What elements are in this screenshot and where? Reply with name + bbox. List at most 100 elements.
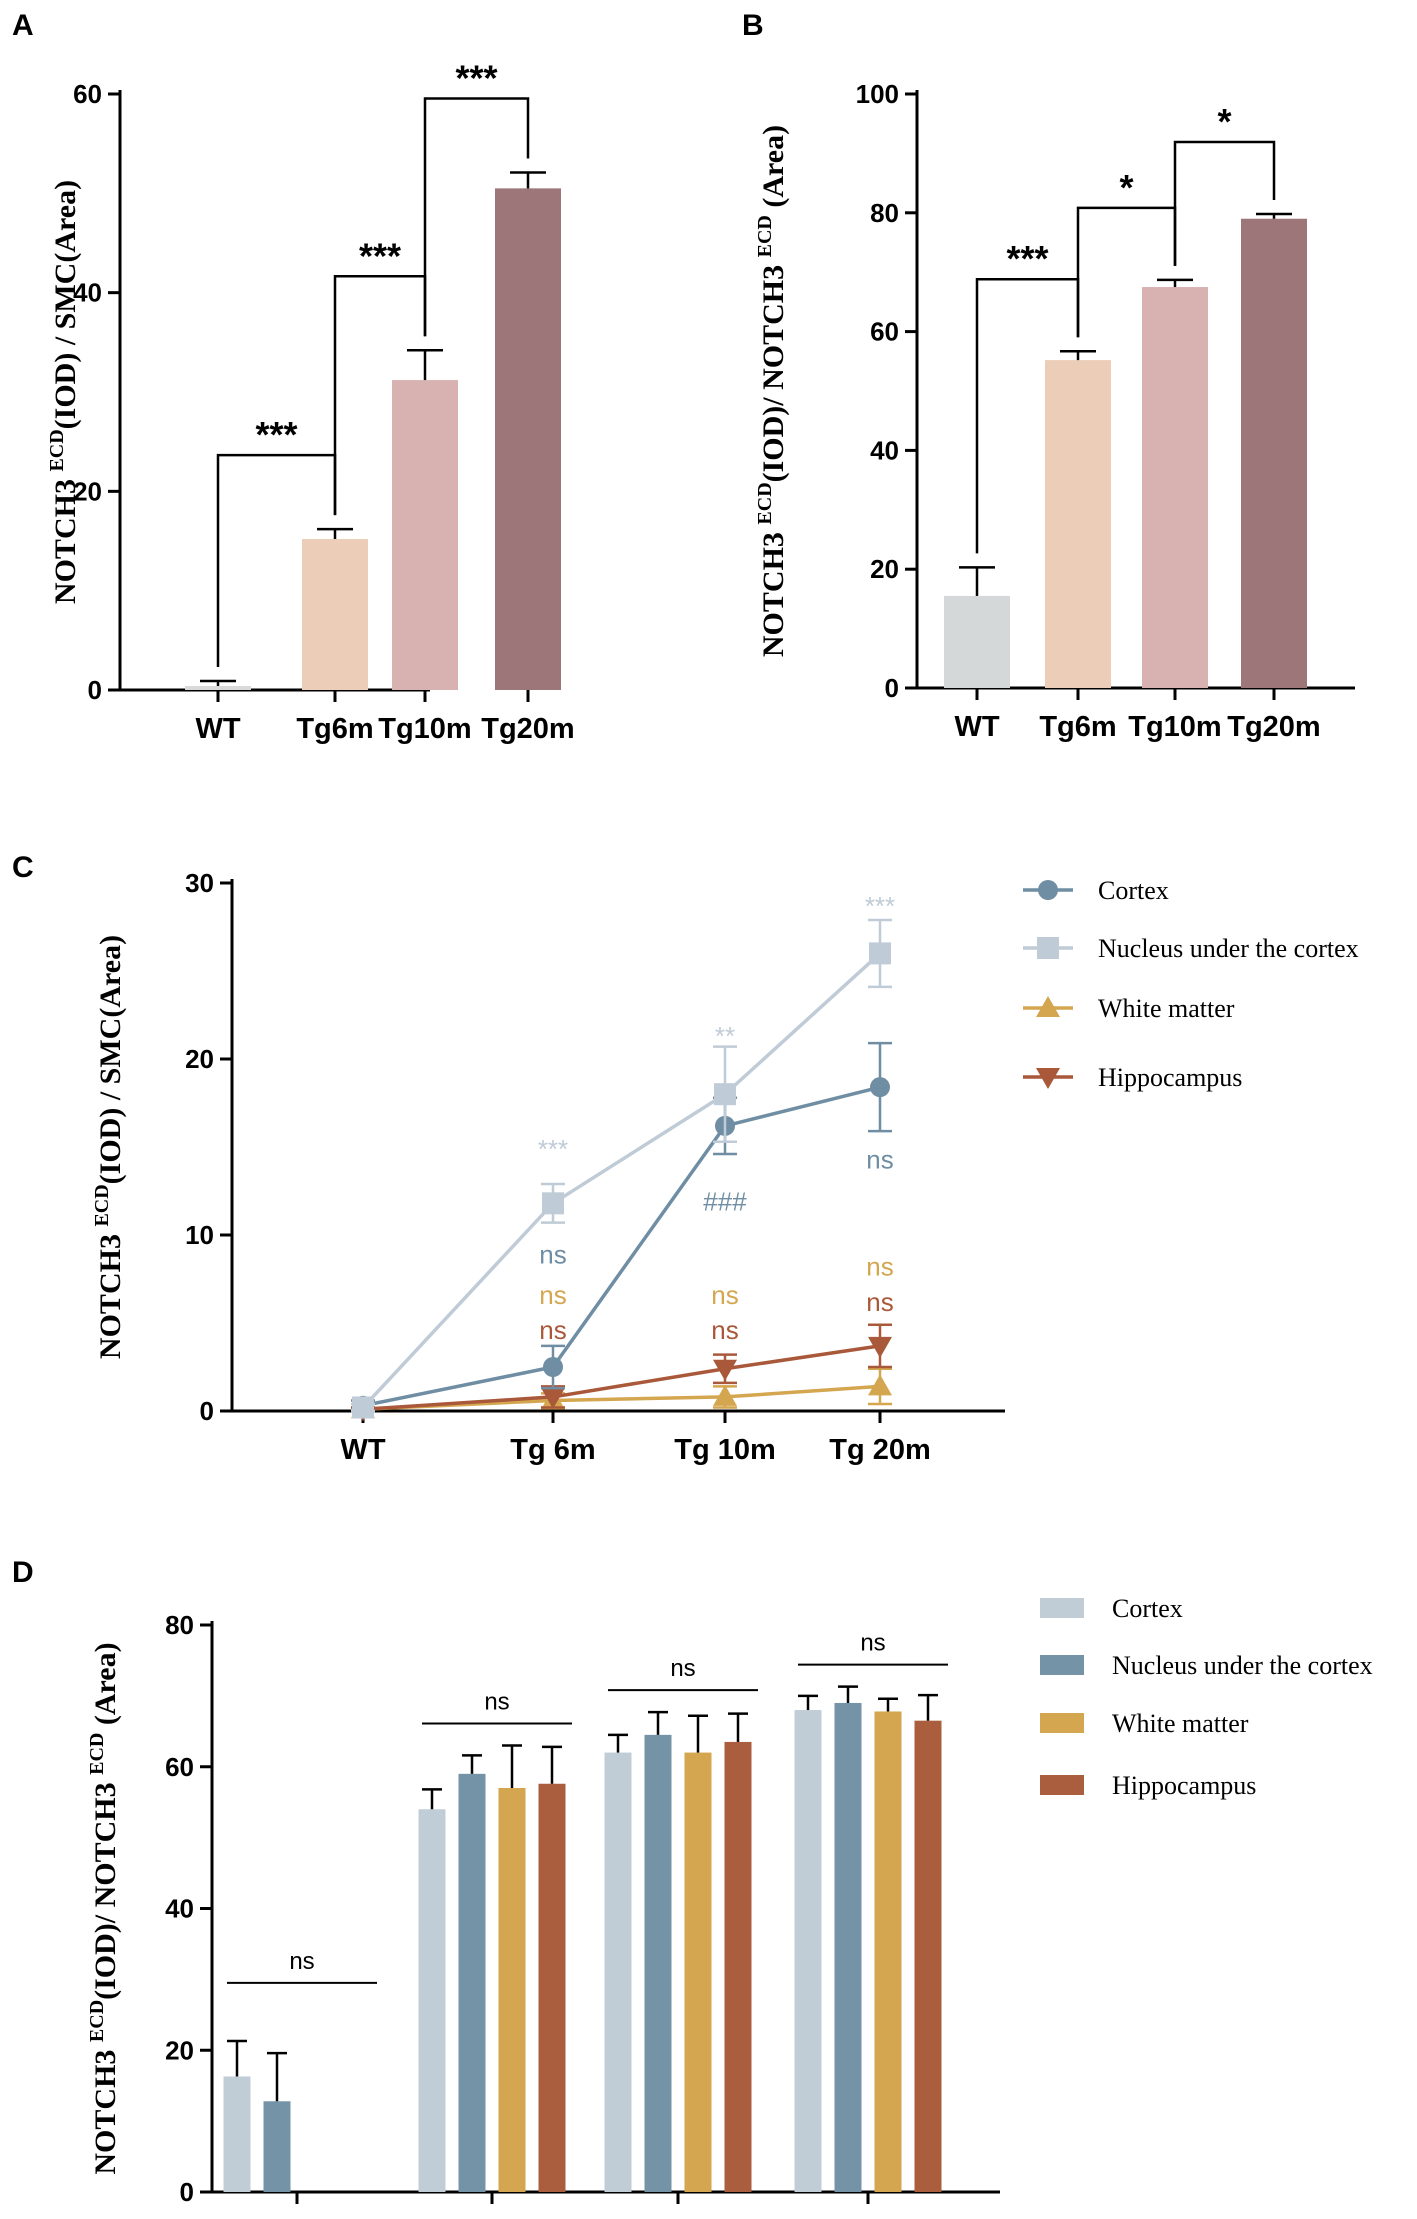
- x-tick-label: Tg10m: [378, 713, 471, 745]
- bar-hippocampus: [914, 1720, 942, 2192]
- group-comparison-label: ns: [670, 1655, 695, 1682]
- panel-label: C: [12, 851, 34, 884]
- panel-label: A: [12, 9, 34, 42]
- series-line: [362, 1344, 881, 1411]
- bar-white-matter: [684, 1752, 712, 2192]
- legend-label: White matter: [1112, 1709, 1249, 1738]
- significance-annotation: ns: [539, 1239, 566, 1269]
- group-comparison-label: ns: [860, 1630, 885, 1657]
- bar-cortex: [604, 1752, 632, 2192]
- legend-label: White matter: [1098, 994, 1235, 1023]
- significance-annotation: ns: [711, 1280, 738, 1310]
- y-axis-label-part: ECD: [754, 215, 776, 257]
- y-axis-label-part: NOTCH3: [757, 525, 790, 658]
- significance-label: ***: [359, 235, 401, 276]
- legend-label: Cortex: [1098, 876, 1169, 905]
- bar-tg6m: [1045, 360, 1111, 688]
- y-axis-label-part: ECD: [91, 1184, 113, 1226]
- y-tick-label: 60: [165, 1752, 194, 1782]
- panel-a: A 0 20 40 60 WT Tg6m Tg10m Tg20m NOTCH3 ECD(IOD) …: [12, 9, 575, 745]
- legend-marker: [1036, 1068, 1060, 1089]
- bar-cortex: [223, 2076, 251, 2192]
- x-tick-label: Tg 20m: [817, 2215, 919, 2219]
- panel-c: C 0 10 20 30 WT Tg 6m Tg 10m Tg 20m NOTCH3 ECD(IO…: [12, 851, 1359, 1466]
- x-tick-label: Tg10m: [1128, 711, 1221, 743]
- y-axis-label-part: (IOD)/ NOTCH3: [89, 1775, 122, 2000]
- bar-nucleus-under-the-cortex: [263, 2101, 291, 2192]
- legend: Cortex Nucleus under the cortex White matt…: [1040, 1594, 1373, 1800]
- bar-hippocampus: [724, 1741, 752, 2192]
- significance-bracket: [1173, 140, 1276, 266]
- bar-wt: [185, 686, 251, 690]
- y-tick-label: 20: [185, 1044, 214, 1074]
- legend-label: Nucleus under the cortex: [1098, 934, 1359, 963]
- bar-wt: [944, 595, 1010, 688]
- y-tick-label: 100: [856, 79, 899, 109]
- legend-marker: [1037, 937, 1059, 959]
- data-point: [870, 1077, 890, 1098]
- bar-white-matter: [874, 1711, 902, 2192]
- x-tick-label: Tg 6m: [510, 1434, 595, 1466]
- legend-swatch: [1040, 1655, 1084, 1675]
- bar-nucleus-under-the-cortex: [644, 1734, 672, 2192]
- data-point: [542, 1192, 564, 1215]
- x-tick-label: Tg 20m: [829, 1434, 931, 1466]
- data-point: [868, 1374, 892, 1396]
- significance-label: ***: [1006, 238, 1048, 279]
- y-axis-label-part: ECD: [754, 482, 776, 524]
- y-tick-label: 0: [180, 2177, 194, 2207]
- data-point: [713, 1384, 737, 1406]
- y-tick-label: 0: [885, 673, 899, 703]
- data-point: [352, 1396, 374, 1419]
- y-tick-label: 10: [185, 1220, 214, 1250]
- significance-annotation: ns: [866, 1287, 893, 1317]
- y-tick-label: 40: [870, 435, 899, 465]
- data-point: [713, 1359, 737, 1381]
- y-axis-label-part: (IOD) / SMC(Area): [49, 180, 82, 429]
- data-point: [714, 1083, 736, 1106]
- y-axis-label-part: ECD: [46, 429, 68, 471]
- y-axis-label: NOTCH3 ECD(IOD)/ NOTCH3 ECD (Area): [754, 125, 790, 657]
- y-tick-label: 0: [88, 675, 102, 705]
- panel-label: B: [742, 9, 764, 42]
- legend-swatch: [1040, 1598, 1084, 1618]
- x-tick-label: Tg 10m: [674, 1434, 776, 1466]
- x-tick-label: Tg6m: [296, 713, 373, 745]
- y-tick-label: 80: [165, 1610, 194, 1640]
- y-tick-label: 20: [73, 476, 102, 506]
- x-tick-label: WT: [340, 1434, 385, 1466]
- significance-annotation: ns: [539, 1315, 566, 1345]
- significance-annotation: ns: [866, 1252, 893, 1282]
- y-tick-label: 40: [73, 278, 102, 308]
- bar-cortex: [794, 1710, 822, 2192]
- significance-annotation: ###: [703, 1187, 747, 1217]
- group-comparison-label: ns: [289, 1948, 314, 1975]
- significance-label: ***: [255, 414, 297, 455]
- y-tick-label: 20: [870, 554, 899, 584]
- y-axis-label-part: (IOD)/ NOTCH3: [757, 257, 790, 482]
- y-axis-label-part: (Area): [89, 1642, 122, 1732]
- bar-hippocampus: [538, 1783, 566, 2192]
- y-tick-label: 30: [185, 868, 214, 898]
- bar-tg10m: [392, 380, 458, 690]
- panel-label: D: [12, 1556, 34, 1589]
- bar-white-matter: [498, 1788, 526, 2192]
- bar-tg20m: [1241, 218, 1307, 689]
- x-tick-label: Tg6m: [1039, 711, 1116, 743]
- series-line: [362, 1085, 881, 1408]
- data-point: [869, 942, 891, 965]
- y-axis-label-part: NOTCH3: [89, 2042, 122, 2175]
- series-line: [361, 952, 882, 1409]
- legend-swatch: [1040, 1775, 1084, 1795]
- significance-annotation: ns: [711, 1315, 738, 1345]
- y-axis-label-part: ECD: [86, 1733, 108, 1775]
- x-tick-label: WT: [954, 711, 999, 743]
- legend-swatch: [1040, 1713, 1084, 1733]
- significance-annotation: ***: [538, 1134, 568, 1164]
- bar-nucleus-under-the-cortex: [834, 1702, 862, 2192]
- y-tick-label: 60: [870, 317, 899, 347]
- y-axis-label-part: ECD: [86, 2000, 108, 2042]
